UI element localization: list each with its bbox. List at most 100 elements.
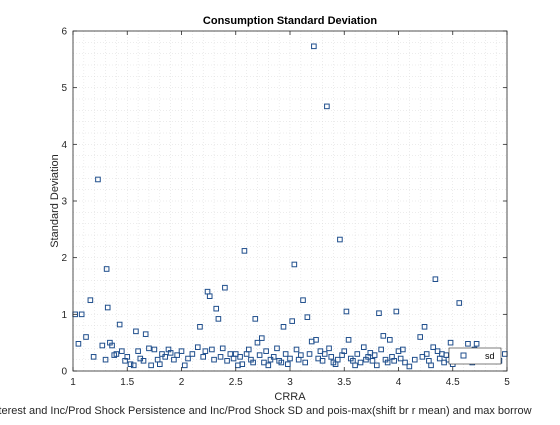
data-point [374,362,380,369]
data-point [406,363,413,370]
x-tick-label: 4.5 [446,377,460,388]
data-point [215,316,222,322]
data-point [103,266,110,272]
data-point [83,334,89,340]
data-point [376,310,382,316]
data-point [402,359,408,366]
x-axis-label: CRRA [274,391,306,403]
legend-label: sd [485,351,495,361]
x-tick-label: 1.5 [120,377,134,388]
data-point [352,362,358,369]
y-tick-label: 4 [61,140,67,151]
data-point [278,359,285,366]
data-point [287,355,293,362]
data-point [280,324,287,330]
data-point [423,351,430,357]
data-point [419,354,426,360]
y-tick-label: 6 [61,27,67,38]
data-point [465,341,471,347]
data-point [211,356,217,363]
data-point [393,308,400,315]
data-point [411,356,418,363]
data-point [227,351,234,357]
data-point [357,359,364,366]
data-point [256,352,263,358]
data-point [254,339,261,346]
y-tick-label: 5 [61,83,67,94]
data-point [298,352,304,358]
data-point [304,314,311,320]
data-point [434,348,441,354]
legend-marker [460,352,467,359]
data-point [119,348,125,354]
y-tick-label: 1 [61,310,67,321]
data-point [380,333,387,339]
data-point [430,344,437,350]
data-point [326,345,332,352]
data-point [265,362,272,369]
data-point [324,103,330,110]
data-point [202,348,209,354]
legend-box [448,347,502,365]
data-point [113,351,120,357]
data-point [222,284,228,291]
data-point [194,344,201,350]
data-point [252,316,259,322]
data-point [261,359,267,366]
data-point [313,337,319,343]
data-point [354,351,361,357]
data-point [232,351,239,357]
data-point [291,261,298,268]
data-point [421,324,428,330]
y-tick-label: 2 [61,253,67,264]
x-tick-label: 4 [396,377,402,388]
x-tick-label: 2 [179,377,185,388]
legend: sd [448,347,502,365]
data-point [397,355,404,362]
data-point [127,361,134,367]
data-point [302,359,308,366]
data-point [217,354,224,360]
data-point [341,348,348,354]
y-axis-label: Standard Deviation [49,154,61,248]
data-point [109,342,115,349]
data-point [267,356,274,363]
x-tick-label: 1 [70,377,76,388]
data-point [99,342,106,349]
data-point [337,236,343,243]
data-point [293,346,300,353]
data-point [250,359,256,366]
x-tick-label: 5 [504,377,510,388]
data-point [387,337,393,343]
data-point [189,351,196,357]
data-point [428,362,434,369]
data-point [171,356,177,363]
data-point [146,345,152,352]
data-point [167,350,174,356]
data-point [274,345,280,352]
data-markers [72,43,508,370]
y-tick-label: 3 [61,197,67,208]
data-point [456,300,463,306]
data-point [162,354,169,360]
data-point [391,358,397,364]
data-point [75,341,82,347]
data-point [241,248,248,254]
x-axis-secondary-label: ave Interest and Inc/Prod Shock Persiste… [0,405,532,417]
data-point [441,359,447,366]
data-point [78,311,85,318]
data-point [90,354,97,360]
data-point [133,328,139,335]
data-point [181,362,188,369]
data-point [87,297,94,303]
grid [72,30,508,372]
data-point [239,361,246,367]
x-tick-label: 3 [287,377,293,388]
data-point [140,358,147,364]
chart-title: Consumption Standard Deviation [203,15,377,27]
data-point [432,276,439,282]
data-point [371,352,378,358]
data-point [360,344,367,350]
data-point [213,305,220,312]
